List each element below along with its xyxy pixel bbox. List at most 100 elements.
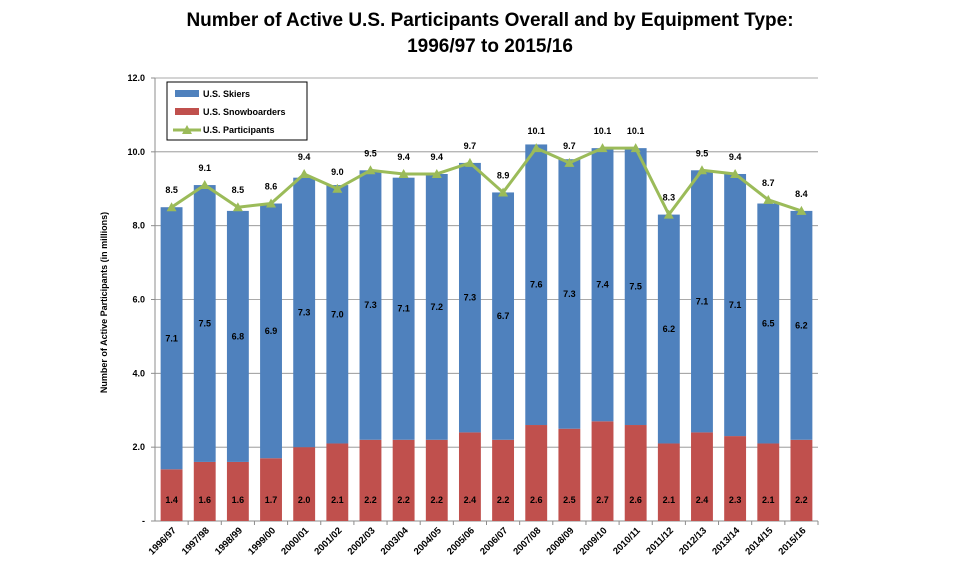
bar-skiers — [492, 192, 515, 440]
data-label-participants: 9.7 — [464, 141, 477, 151]
bar-snowboarders — [458, 432, 481, 521]
x-tick-label: 1996/97 — [147, 525, 179, 557]
data-label-snowboarders: 2.2 — [364, 495, 377, 505]
bar-skiers — [359, 170, 382, 440]
data-label-participants: 9.5 — [696, 148, 709, 158]
data-label-snowboarders: 1.6 — [232, 495, 245, 505]
data-label-skiers: 7.3 — [364, 300, 377, 310]
data-label-snowboarders: 2.1 — [331, 495, 344, 505]
data-label-skiers: 6.2 — [663, 324, 676, 334]
participants-marker — [464, 157, 475, 167]
data-label-participants: 10.1 — [594, 126, 612, 136]
data-label-skiers: 7.1 — [165, 333, 178, 343]
x-tick-label: 2004/05 — [412, 525, 445, 558]
data-label-participants: 8.6 — [265, 182, 278, 192]
data-label-snowboarders: 2.5 — [563, 495, 576, 505]
bar-skiers — [691, 170, 713, 433]
x-tick-label: 1999/00 — [246, 525, 278, 557]
bar-skiers — [193, 185, 216, 462]
bar-snowboarders — [226, 461, 249, 521]
x-tick-label: 2009/10 — [578, 525, 610, 557]
data-label-snowboarders: 2.4 — [464, 495, 477, 505]
bar-snowboarders — [558, 428, 581, 521]
bar-snowboarders — [326, 443, 349, 521]
y-tick-label: 10.0 — [127, 147, 145, 157]
legend-label: U.S. Skiers — [203, 89, 250, 99]
data-label-skiers: 7.3 — [563, 289, 576, 299]
bar-skiers — [757, 203, 780, 444]
bar-skiers — [226, 210, 249, 462]
bar-skiers — [425, 173, 448, 440]
data-label-snowboarders: 2.6 — [629, 495, 642, 505]
bar-skiers — [724, 173, 747, 437]
data-label-snowboarders: 2.6 — [530, 495, 543, 505]
bar-skiers — [293, 177, 316, 448]
data-label-skiers: 6.5 — [762, 318, 775, 328]
data-label-skiers: 7.6 — [530, 280, 543, 290]
data-label-participants: 10.1 — [527, 126, 545, 136]
data-label-snowboarders: 2.3 — [729, 495, 742, 505]
bar-skiers — [657, 214, 680, 444]
x-tick-label: 2010/11 — [611, 525, 643, 557]
bar-snowboarders — [260, 458, 282, 521]
x-tick-label: 1998/99 — [213, 525, 245, 557]
data-label-participants: 8.7 — [762, 178, 775, 188]
participants-marker — [597, 143, 608, 153]
x-tick-label: 2014/15 — [743, 525, 776, 558]
participants-marker — [630, 143, 641, 153]
x-tick-label: 2005/06 — [445, 525, 477, 557]
data-label-participants: 9.4 — [397, 152, 410, 162]
bar-skiers — [260, 203, 282, 459]
legend-marker — [182, 125, 192, 134]
participants-marker — [564, 157, 575, 167]
data-label-skiers: 7.4 — [596, 280, 609, 290]
x-tick-label: 2000/01 — [279, 525, 312, 558]
data-label-participants: 9.0 — [331, 167, 344, 177]
data-label-participants: 9.5 — [364, 148, 377, 158]
data-label-snowboarders: 1.4 — [165, 495, 178, 505]
participants-marker — [763, 194, 774, 204]
chart-title-line-2: 1996/97 to 2015/16 — [407, 36, 573, 57]
data-label-snowboarders: 1.6 — [198, 495, 211, 505]
participants-marker — [498, 187, 509, 197]
y-tick-label: 4.0 — [132, 368, 145, 378]
data-label-skiers: 6.7 — [497, 311, 510, 321]
bar-snowboarders — [293, 447, 316, 521]
x-tick-label: 2013/14 — [710, 525, 743, 558]
bar-skiers — [458, 162, 481, 433]
data-label-snowboarders: 2.1 — [663, 495, 676, 505]
participants-marker — [266, 198, 277, 208]
data-label-snowboarders: 1.7 — [265, 495, 278, 505]
bar-snowboarders — [492, 439, 515, 521]
participants-marker — [365, 165, 376, 175]
data-label-skiers: 7.1 — [397, 304, 410, 314]
data-label-skiers: 7.1 — [729, 300, 742, 310]
bar-skiers — [392, 177, 415, 440]
bar-snowboarders — [525, 425, 548, 521]
data-label-skiers: 7.3 — [464, 293, 477, 303]
participants-marker — [531, 143, 542, 153]
bar-snowboarders — [624, 425, 647, 521]
data-label-snowboarders: 2.4 — [696, 495, 709, 505]
participants-marker — [199, 180, 210, 190]
data-label-skiers: 6.9 — [265, 326, 278, 336]
y-tick-label: 12.0 — [127, 73, 145, 83]
data-label-snowboarders: 2.2 — [397, 495, 410, 505]
y-tick-label: 2.0 — [132, 442, 145, 452]
bar-snowboarders — [160, 469, 183, 521]
x-tick-label: 2006/07 — [478, 525, 510, 557]
participants-marker — [431, 168, 442, 178]
bar-skiers — [624, 148, 647, 426]
bar-snowboarders — [591, 421, 614, 521]
data-label-participants: 8.4 — [795, 189, 808, 199]
y-tick-label: - — [142, 516, 145, 526]
bar-skiers — [326, 185, 349, 444]
data-label-participants: 9.4 — [431, 152, 444, 162]
x-tick-label: 2008/09 — [544, 525, 576, 557]
x-tick-label: 2011/12 — [644, 525, 676, 557]
chart-title-line-1: Number of Active U.S. Participants Overa… — [186, 10, 794, 31]
data-label-skiers: 7.5 — [198, 318, 211, 328]
participants-marker — [796, 205, 807, 215]
data-label-participants: 9.4 — [298, 152, 311, 162]
